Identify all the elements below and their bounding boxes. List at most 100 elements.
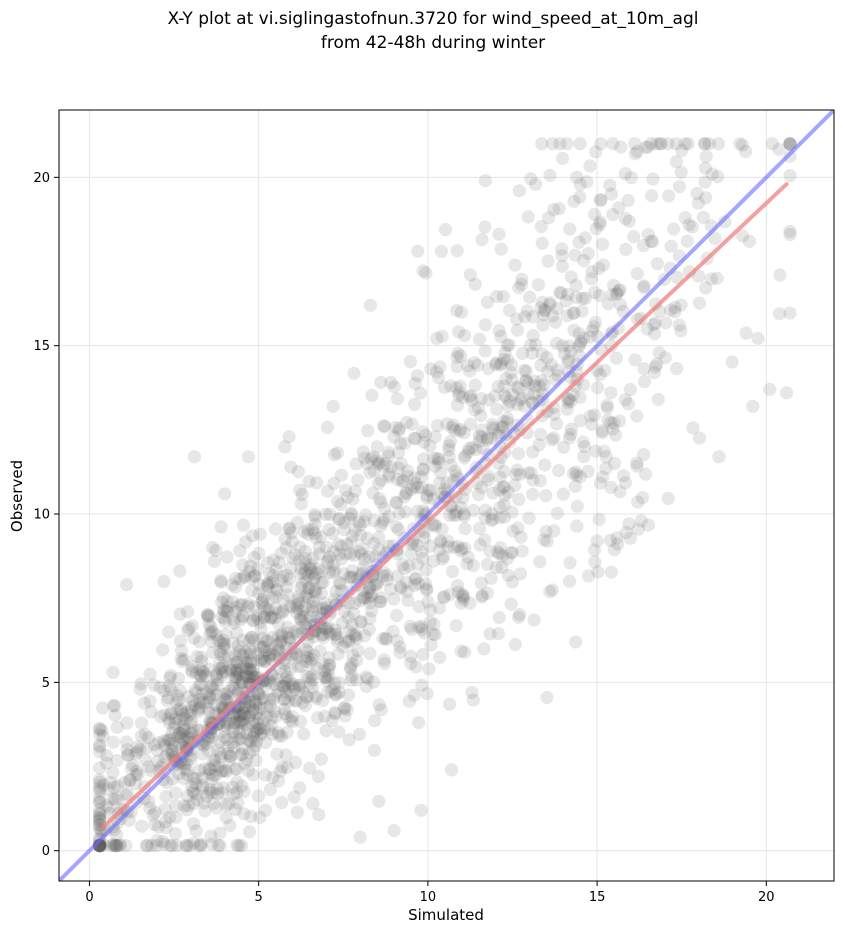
scatter-point	[185, 714, 199, 728]
scatter-point	[259, 644, 273, 658]
scatter-point	[326, 399, 340, 413]
scatter-point	[416, 463, 430, 477]
scatter-point	[350, 673, 364, 687]
scatter-point	[587, 408, 602, 422]
scatter-point	[458, 541, 472, 555]
scatter-point	[783, 137, 797, 151]
scatter-point	[273, 764, 287, 778]
scatter-point	[253, 615, 267, 630]
scatter-point	[535, 236, 549, 250]
scatter-point	[176, 719, 190, 733]
scatter-point	[217, 641, 231, 655]
scatter-point	[305, 652, 319, 667]
scatter-point	[342, 635, 356, 649]
scatter-point	[519, 373, 533, 387]
scatter-point	[143, 801, 157, 815]
scatter-point	[434, 466, 448, 480]
scatter-point	[415, 678, 429, 692]
scatter-point	[452, 389, 466, 403]
scatter-point	[172, 671, 186, 686]
scatter-point	[293, 567, 308, 581]
scatter-point	[301, 591, 316, 606]
scatter-point	[570, 468, 584, 482]
scatter-point	[293, 621, 307, 635]
scatter-point	[445, 565, 460, 579]
scatter-point	[536, 318, 550, 332]
scatter-point	[120, 716, 134, 730]
scatter-point	[489, 560, 503, 575]
scatter-point	[316, 657, 330, 671]
scatter-point	[377, 419, 391, 433]
scatter-point	[244, 809, 258, 824]
scatter-point	[186, 771, 200, 786]
scatter-point	[502, 303, 517, 317]
scatter-point	[203, 706, 217, 720]
scatter-point	[181, 690, 195, 704]
scatter-point	[685, 220, 699, 234]
scatter-point	[281, 626, 295, 640]
scatter-point	[407, 431, 421, 445]
scatter-point	[244, 559, 258, 573]
scatter-point	[404, 622, 419, 637]
scatter-point	[562, 431, 577, 445]
scatter-point	[349, 628, 363, 642]
scatter-point	[393, 645, 407, 660]
scatter-point	[567, 323, 581, 337]
scatter-point	[302, 474, 316, 488]
scatter-point	[478, 533, 492, 547]
scatter-point	[783, 306, 797, 320]
scatter-point	[478, 511, 492, 525]
scatter-point	[347, 606, 361, 621]
scatter-point	[320, 555, 335, 570]
scatter-point	[260, 577, 274, 591]
scatter-point	[280, 760, 294, 775]
scatter-point	[441, 540, 455, 554]
scatter-point	[246, 663, 260, 677]
scatter-point	[187, 796, 201, 811]
scatter-point	[292, 678, 306, 692]
scatter-point	[252, 546, 266, 560]
scatter-point	[493, 358, 507, 372]
scatter-point	[197, 666, 211, 680]
scatter-point	[243, 648, 257, 662]
scatter-point	[252, 577, 266, 592]
scatter-point	[623, 382, 637, 397]
scatter-point	[183, 716, 198, 730]
scatter-point	[169, 799, 183, 813]
y-tick-label: 0	[42, 844, 50, 859]
scatter-point	[461, 359, 475, 373]
scatter-point	[604, 187, 619, 201]
scatter-point	[457, 509, 471, 523]
scatter-point	[445, 421, 459, 435]
scatter-point	[341, 610, 355, 625]
scatter-point	[210, 667, 224, 681]
x-tick-label: 5	[255, 890, 263, 905]
scatter-point	[669, 155, 684, 169]
scatter-point	[423, 603, 437, 617]
scatter-point	[630, 456, 644, 470]
scatter-point	[596, 470, 610, 484]
scatter-point	[739, 326, 753, 340]
scatter-point	[628, 137, 642, 151]
scatter-point	[229, 670, 243, 684]
scatter-point	[644, 137, 658, 151]
scatter-point	[430, 365, 444, 379]
scatter-point	[322, 565, 337, 580]
scatter-point	[335, 552, 349, 566]
scatter-point	[256, 641, 270, 655]
scatter-point	[513, 393, 527, 407]
scatter-point	[235, 839, 249, 853]
scatter-point	[308, 507, 322, 522]
scatter-point	[357, 451, 372, 465]
scatter-point	[195, 771, 209, 785]
scatter-point	[418, 531, 432, 545]
scatter-point	[210, 782, 224, 796]
scatter-point	[319, 670, 333, 684]
scatter-point	[411, 504, 425, 518]
scatter-point	[245, 529, 260, 543]
scatter-point	[357, 514, 371, 529]
scatter-point	[233, 709, 247, 723]
scatter-point	[591, 565, 605, 579]
scatter-point	[248, 569, 262, 584]
